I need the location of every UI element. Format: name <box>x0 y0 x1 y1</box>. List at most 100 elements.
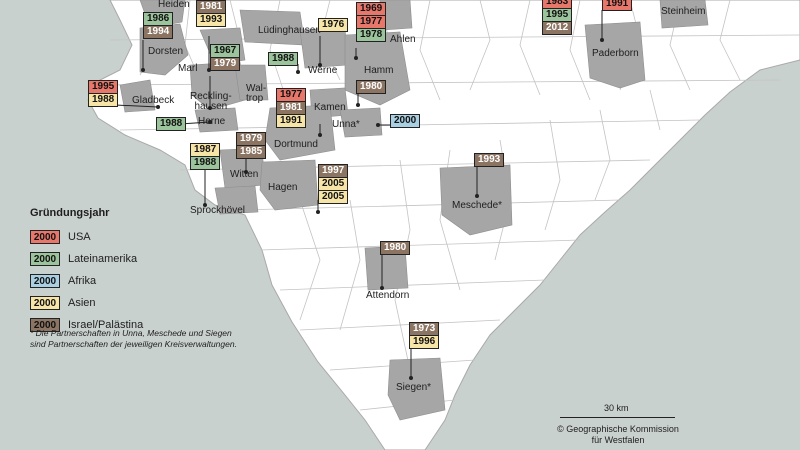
legend-row-usa: 2000 USA <box>30 226 240 248</box>
badge-waltrop-1: 1988 <box>268 52 299 66</box>
badges-marl: 1967 1979 <box>210 44 241 71</box>
legend-row-asien: 2000 Asien <box>30 292 240 314</box>
legend-label-afrika: Afrika <box>68 275 97 287</box>
place-paderborn: Paderborn <box>592 48 639 59</box>
badge-hamm-1: 1969 <box>356 2 387 16</box>
badge-hamm-3: 1978 <box>356 28 387 42</box>
place-kamen: Kamen <box>314 102 346 113</box>
badge-attendorn-1: 1980 <box>380 241 411 255</box>
badge-hagen-1: 1997 <box>318 164 349 178</box>
legend-swatch-asien: 2000 <box>30 296 60 310</box>
place-hamm: Hamm <box>364 65 394 76</box>
badges-gladbeck: 1995 1988 <box>88 80 119 107</box>
badges-werne: 1976 <box>318 18 349 32</box>
legend-label-usa: USA <box>68 231 91 243</box>
place-siegen: Siegen* <box>396 382 432 393</box>
badge-witten-a-1: 1987 <box>190 143 221 157</box>
place-recklinghausen: Reckling- hausen <box>190 91 232 112</box>
badge-paderborn-a-3: 2012 <box>542 21 573 35</box>
badge-dortmund-1: 1977 <box>276 88 307 102</box>
badge-marl-1: 1967 <box>210 44 241 58</box>
badges-witten-b: 1979 1985 <box>236 132 267 159</box>
place-steinheim: Steinheim <box>661 6 706 17</box>
badges-witten-a: 1987 1988 <box>190 143 221 170</box>
place-attendorn: Attendorn <box>366 290 410 301</box>
badge-siegen-1: 1973 <box>409 322 440 336</box>
credit-line-2: für Westfalen <box>591 435 645 445</box>
credit: © Geographische Kommission für Westfalen <box>548 424 688 446</box>
badges-waltrop: 1988 <box>268 52 299 66</box>
badge-hagen-2: 2005 <box>318 177 349 191</box>
legend-swatch-israel-palaestina: 2000 <box>30 318 60 332</box>
legend-label-lateinamerika: Lateinamerika <box>68 253 138 265</box>
badge-paderborn-a-2: 1995 <box>542 8 573 22</box>
badge-heiden-1: 1986 <box>143 12 174 26</box>
legend-row-lateinamerika: 2000 Lateinamerika <box>30 248 240 270</box>
badge-marl-2: 1979 <box>210 57 241 71</box>
legend-label-israel-palaestina: Israel/Palästina <box>68 319 144 331</box>
badge-hamm-2: 1977 <box>356 15 387 29</box>
place-witten: Witten <box>230 169 259 180</box>
badges-hamm: 1969 1977 1978 <box>356 2 387 42</box>
place-unna: Unna* <box>332 119 360 130</box>
badges-hagen: 1997 2005 2005 <box>318 164 349 204</box>
badge-gladbeck-2: 1988 <box>88 93 119 107</box>
badges-herne: 1988 <box>156 117 187 131</box>
badge-kamen-1: 1980 <box>356 80 387 94</box>
place-gladbeck: Gladbeck <box>132 95 175 106</box>
badge-werne-1: 1976 <box>318 18 349 32</box>
badges-kamen: 1980 <box>356 80 387 94</box>
badges-unna: 2000 <box>390 114 421 128</box>
place-sprockhoevel: Sprockhövel <box>190 205 246 216</box>
place-heiden: Heiden <box>158 0 190 10</box>
place-dorsten: Dorsten <box>148 46 184 57</box>
legend-row-israel-palaestina: 2000 Israel/Palästina <box>30 314 240 336</box>
legend-swatch-lateinamerika: 2000 <box>30 252 60 266</box>
place-ahlen: Ahlen <box>390 34 416 45</box>
region-westfalen <box>87 0 800 450</box>
legend-swatch-afrika: 2000 <box>30 274 60 288</box>
legend-label-asien: Asien <box>68 297 96 309</box>
legend-row-afrika: 2000 Afrika <box>30 270 240 292</box>
badge-dorsten-1: 1981 <box>196 0 227 14</box>
place-meschede: Meschede* <box>452 200 503 211</box>
badges-attendorn: 1980 <box>380 241 411 255</box>
badge-witten-a-2: 1988 <box>190 156 221 170</box>
legend-title: Gründungsjahr <box>30 207 110 219</box>
badges-dortmund: 1977 1981 1991 <box>276 88 307 128</box>
place-marl: Marl <box>178 63 198 74</box>
badge-siegen-2: 1996 <box>409 335 440 349</box>
scale-label: 30 km <box>604 403 629 413</box>
badges-siegen: 1973 1996 <box>409 322 440 349</box>
badge-hagen-3: 2005 <box>318 190 349 204</box>
place-luedinghausen: Lüdinghausen <box>258 25 321 36</box>
badges-heiden: 1986 1994 <box>143 12 174 39</box>
legend-swatch-usa: 2000 <box>30 230 60 244</box>
credit-line-1: © Geographische Kommission <box>557 424 679 434</box>
footnote: * Die Partnerschaften in Unna, Meschede … <box>30 328 237 349</box>
badge-meschede-1: 1993 <box>474 153 505 167</box>
badges-meschede: 1993 <box>474 153 505 167</box>
badges-paderborn-b: 1991 <box>602 0 633 11</box>
badge-unna-1: 2000 <box>390 114 421 128</box>
badge-witten-b-2: 1985 <box>236 145 267 159</box>
badge-herne-1: 1988 <box>156 117 187 131</box>
badge-dortmund-3: 1991 <box>276 114 307 128</box>
place-dots <box>141 26 604 380</box>
badge-witten-b-1: 1979 <box>236 132 267 146</box>
badge-dorsten-2: 1993 <box>196 13 227 27</box>
place-werne: Werne <box>308 65 338 76</box>
place-dortmund: Dortmund <box>274 139 318 150</box>
place-herne: Herne <box>198 116 226 127</box>
badge-dortmund-2: 1981 <box>276 101 307 115</box>
place-waltrop: Wal- trop <box>246 83 267 104</box>
legend: Gründungsjahr 2000 USA 2000 Lateinamerik… <box>30 207 240 336</box>
place-hagen: Hagen <box>268 182 298 193</box>
badge-heiden-2: 1994 <box>143 25 174 39</box>
badge-gladbeck-1: 1995 <box>88 80 119 94</box>
scale-line <box>560 417 675 418</box>
badges-dorsten: 1981 1993 <box>196 0 227 27</box>
badge-paderborn-b-1: 1991 <box>602 0 633 11</box>
badges-paderborn-a: 1983 1995 2012 <box>542 0 573 35</box>
